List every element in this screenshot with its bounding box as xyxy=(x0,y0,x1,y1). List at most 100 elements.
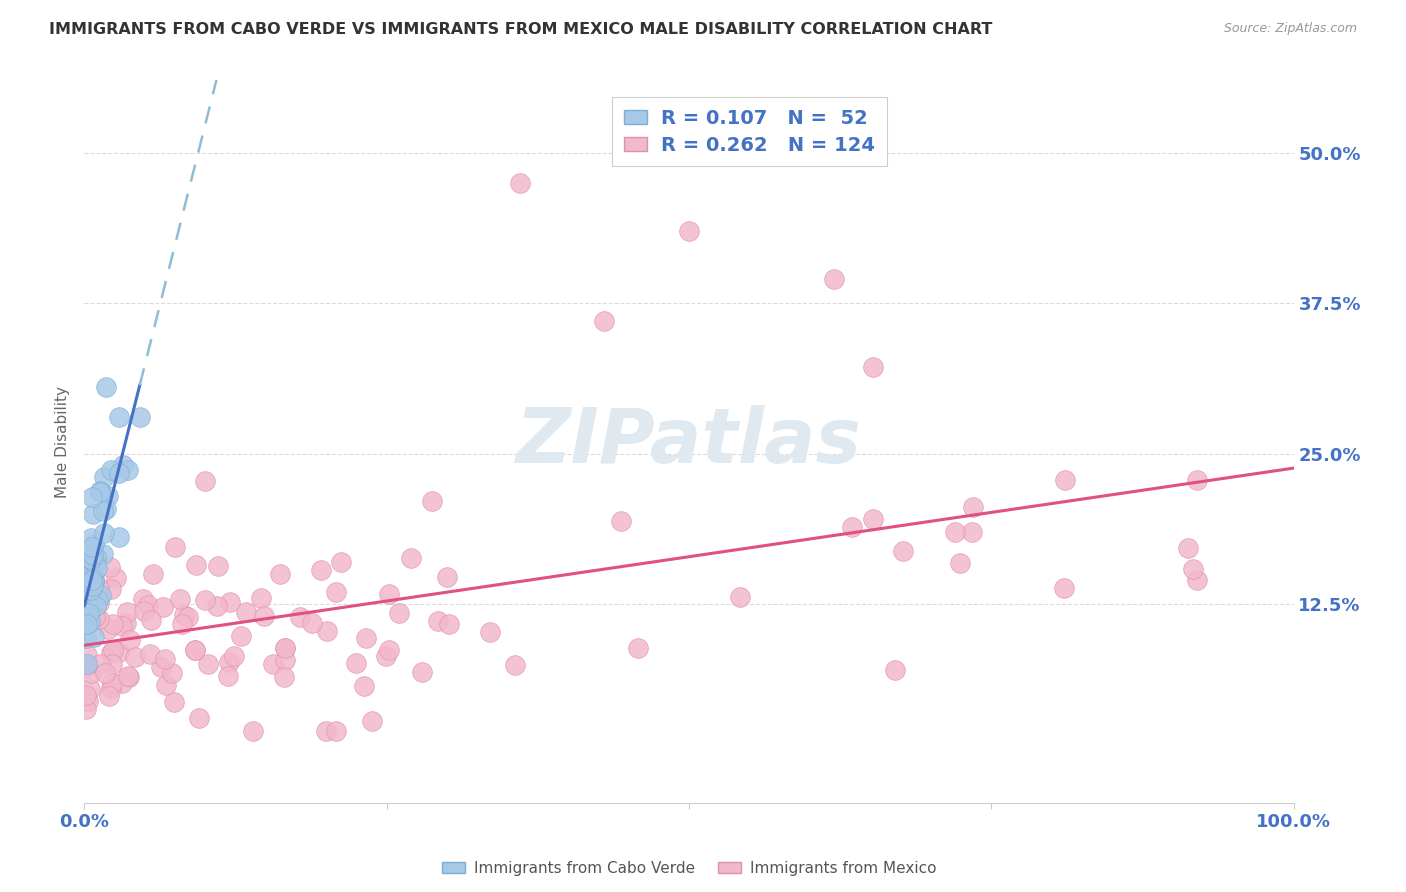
Point xyxy=(170,617,193,632)
Point xyxy=(325,723,347,738)
Point xyxy=(100,463,122,477)
Point xyxy=(80,579,103,593)
Point xyxy=(83,537,105,551)
Point xyxy=(329,555,352,569)
Point xyxy=(186,558,208,573)
Point xyxy=(84,556,107,570)
Point xyxy=(117,669,139,683)
Point xyxy=(120,632,142,647)
Point xyxy=(420,494,443,508)
Point xyxy=(124,649,146,664)
Point xyxy=(75,590,97,604)
Point xyxy=(593,314,616,328)
Point xyxy=(104,571,127,585)
Point xyxy=(253,608,276,623)
Point xyxy=(75,632,97,646)
Point xyxy=(87,596,110,610)
Point xyxy=(117,605,139,619)
Point xyxy=(290,609,312,624)
Point xyxy=(83,559,105,574)
Point xyxy=(80,552,103,566)
Point xyxy=(107,466,129,480)
Point xyxy=(82,540,104,554)
Point xyxy=(117,463,139,477)
Point xyxy=(89,483,111,498)
Point xyxy=(87,581,110,595)
Point xyxy=(150,660,173,674)
Point xyxy=(509,176,531,190)
Point xyxy=(80,561,103,575)
Point xyxy=(163,694,186,708)
Point xyxy=(183,643,205,657)
Point xyxy=(207,559,229,574)
Point xyxy=(411,665,433,679)
Point xyxy=(76,648,98,662)
Point xyxy=(101,657,124,671)
Point xyxy=(83,630,105,644)
Point xyxy=(100,560,122,574)
Point xyxy=(80,573,103,587)
Point xyxy=(118,670,141,684)
Point xyxy=(83,571,105,585)
Point xyxy=(138,647,160,661)
Point xyxy=(94,666,117,681)
Point xyxy=(325,585,347,599)
Point xyxy=(962,500,984,514)
Point xyxy=(235,605,257,619)
Point xyxy=(75,689,97,703)
Point xyxy=(949,556,972,570)
Point xyxy=(100,582,122,597)
Point xyxy=(80,666,103,681)
Point xyxy=(79,615,101,629)
Y-axis label: Male Disability: Male Disability xyxy=(55,385,70,498)
Point xyxy=(273,670,295,684)
Point xyxy=(80,553,103,567)
Point xyxy=(1177,541,1199,555)
Point xyxy=(262,657,284,672)
Point xyxy=(89,612,111,626)
Point xyxy=(943,524,966,539)
Point xyxy=(891,544,914,558)
Point xyxy=(627,640,650,655)
Point xyxy=(91,504,114,518)
Point xyxy=(437,616,460,631)
Point xyxy=(315,723,337,738)
Point xyxy=(89,485,111,500)
Point xyxy=(93,469,115,483)
Point xyxy=(75,660,97,674)
Point xyxy=(218,655,240,669)
Point xyxy=(80,583,103,598)
Point xyxy=(316,624,339,638)
Point xyxy=(250,591,273,606)
Point xyxy=(90,588,112,602)
Point xyxy=(436,570,458,584)
Point xyxy=(94,502,117,516)
Point xyxy=(93,525,115,540)
Point xyxy=(132,604,155,618)
Point xyxy=(136,598,159,612)
Point xyxy=(82,560,104,574)
Point xyxy=(356,632,378,646)
Point xyxy=(1185,574,1208,588)
Point xyxy=(79,681,101,696)
Point xyxy=(273,640,295,655)
Point xyxy=(165,540,187,554)
Point xyxy=(344,657,367,671)
Text: Source: ZipAtlas.com: Source: ZipAtlas.com xyxy=(1223,22,1357,36)
Point xyxy=(110,619,132,633)
Point xyxy=(399,551,422,566)
Point xyxy=(79,532,101,546)
Point xyxy=(883,663,905,677)
Point xyxy=(678,224,700,238)
Point xyxy=(169,592,191,607)
Point xyxy=(142,567,165,582)
Point xyxy=(229,629,252,643)
Point xyxy=(100,646,122,660)
Point xyxy=(609,514,631,528)
Point xyxy=(76,657,98,672)
Point xyxy=(76,593,98,607)
Point xyxy=(76,694,98,708)
Point xyxy=(269,566,291,581)
Point xyxy=(242,723,264,738)
Point xyxy=(91,547,114,561)
